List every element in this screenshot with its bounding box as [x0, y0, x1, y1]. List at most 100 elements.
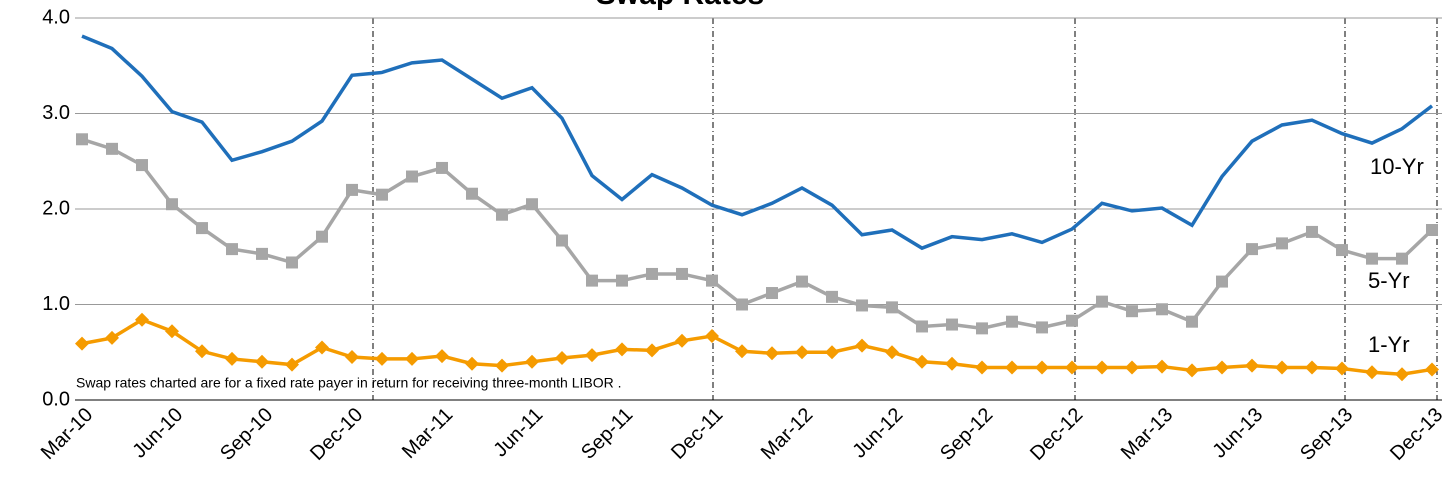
marker	[1336, 244, 1348, 257]
marker	[1095, 360, 1109, 375]
marker	[1216, 275, 1228, 288]
marker	[886, 301, 898, 314]
marker	[946, 318, 958, 331]
marker	[706, 274, 718, 287]
marker	[256, 247, 268, 260]
marker	[765, 346, 779, 361]
marker	[1396, 252, 1408, 265]
marker	[856, 299, 868, 312]
marker	[106, 142, 118, 155]
marker	[1036, 321, 1048, 334]
marker	[1366, 252, 1378, 265]
marker	[316, 230, 328, 243]
marker	[225, 351, 239, 366]
marker	[1365, 365, 1379, 380]
x-tick-label: Sep-10	[216, 404, 277, 465]
note: Swap rates charted are for a fixed rate …	[76, 375, 621, 391]
x-tick-label: Dec-11	[667, 404, 727, 464]
marker	[1065, 360, 1079, 375]
marker	[375, 351, 389, 366]
marker	[466, 187, 478, 200]
marker	[645, 343, 659, 358]
series-label: 5-Yr	[1368, 268, 1410, 293]
marker	[855, 338, 869, 353]
marker	[495, 358, 509, 373]
marker	[1125, 360, 1139, 375]
y-tick-label: 2.0	[42, 197, 70, 219]
marker	[1275, 360, 1289, 375]
chart-title: Swap Rates	[596, 0, 764, 11]
marker	[795, 345, 809, 360]
marker	[165, 324, 179, 339]
marker	[1305, 360, 1319, 375]
marker	[766, 287, 778, 300]
marker	[346, 183, 358, 196]
marker	[1395, 367, 1409, 382]
marker	[735, 344, 749, 359]
marker	[436, 161, 448, 174]
x-tick-label: Jun-11	[490, 404, 548, 462]
x-tick-label: Mar-11	[398, 404, 457, 463]
marker	[285, 357, 299, 372]
y-tick-label: 1.0	[42, 293, 70, 315]
marker	[105, 330, 119, 345]
marker	[705, 329, 719, 344]
x-tick-label: Jun-10	[128, 404, 187, 463]
marker	[796, 275, 808, 288]
marker	[76, 133, 88, 146]
x-tick-label: Mar-10	[37, 404, 97, 464]
x-tick-label: Jun-12	[848, 404, 907, 463]
marker	[1096, 295, 1108, 308]
marker	[616, 274, 628, 287]
marker	[255, 354, 269, 369]
marker	[945, 356, 959, 371]
marker	[166, 198, 178, 211]
series-label: 1-Yr	[1368, 332, 1410, 357]
marker	[1156, 303, 1168, 316]
marker	[1246, 243, 1258, 256]
marker	[345, 350, 359, 365]
marker	[975, 360, 989, 375]
marker	[976, 322, 988, 335]
marker	[615, 342, 629, 357]
y-tick-label: 4.0	[42, 6, 70, 28]
marker	[915, 354, 929, 369]
marker	[826, 290, 838, 303]
marker	[376, 188, 388, 201]
marker	[736, 298, 748, 311]
marker	[195, 344, 209, 359]
x-tick-label: Dec-13	[1386, 404, 1447, 465]
marker	[1006, 315, 1018, 328]
series-label: 10-Yr	[1370, 154, 1424, 179]
marker	[1066, 314, 1078, 327]
marker	[1005, 360, 1019, 375]
x-tick-label: Mar-12	[757, 404, 817, 464]
x-tick-label: Dec-10	[306, 404, 367, 465]
marker	[135, 312, 149, 327]
marker	[1126, 305, 1138, 318]
marker	[525, 354, 539, 369]
marker	[556, 234, 568, 247]
marker	[315, 340, 329, 355]
marker	[1185, 363, 1199, 378]
x-tick-label: Sep-13	[1296, 404, 1357, 465]
x-tick-label: Dec-12	[1026, 404, 1087, 465]
x-tick-label: Sep-12	[936, 404, 997, 465]
marker	[586, 274, 598, 287]
marker	[226, 243, 238, 256]
y-tick-label: 3.0	[42, 102, 70, 124]
marker	[1426, 224, 1438, 237]
marker	[916, 320, 928, 333]
x-tick-label: Sep-11	[577, 404, 637, 464]
marker	[435, 349, 449, 364]
marker	[1245, 358, 1259, 373]
marker	[1306, 225, 1318, 238]
marker	[405, 351, 419, 366]
marker	[646, 267, 658, 280]
x-tick-label: Jun-13	[1208, 404, 1267, 463]
marker	[1425, 362, 1439, 377]
markers	[76, 133, 1438, 335]
marker	[675, 333, 689, 348]
marker	[75, 336, 89, 351]
